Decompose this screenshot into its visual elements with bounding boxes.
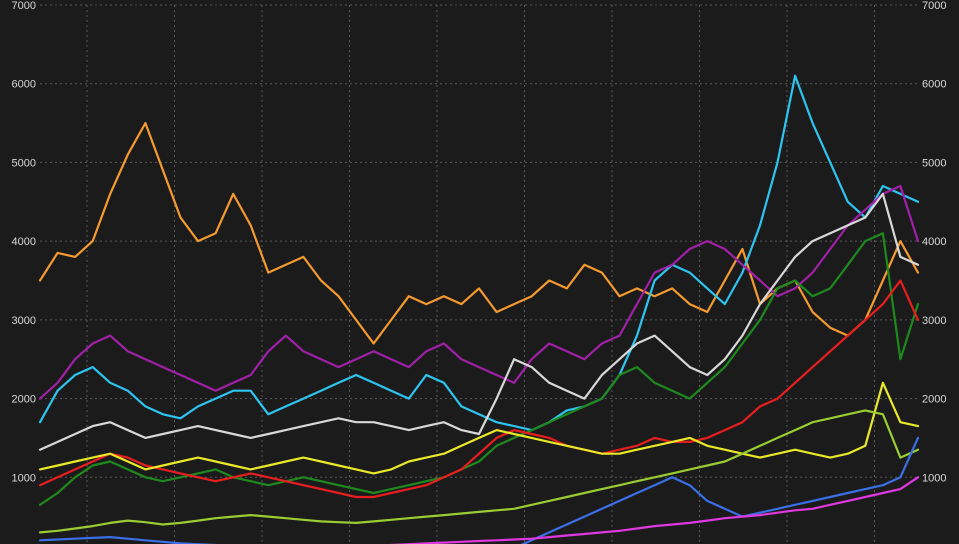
y-tick-label-left: 5000 (12, 157, 36, 169)
grid (40, 4, 918, 544)
y-tick-label-right: 5000 (922, 157, 946, 169)
series-line-10 (388, 476, 920, 544)
y-tick-label-right: 6000 (922, 79, 946, 91)
y-axis-ticks: 1000 1000 2000 2000 3000 3000 4000 4000 5000 5000… (12, 0, 947, 484)
y-tick-label-left: 7000 (12, 0, 36, 12)
series-line-3 (38, 184, 920, 400)
series-line-1 (38, 122, 920, 345)
y-tick-label-left: 3000 (12, 315, 36, 327)
y-tick-label-left: 1000 (12, 472, 36, 484)
y-tick-label-right: 7000 (922, 0, 946, 12)
series-line-6 (38, 279, 920, 499)
y-tick-label-left: 2000 (12, 394, 36, 406)
y-tick-label-right: 3000 (922, 315, 946, 327)
y-tick-label-right: 2000 (922, 394, 946, 406)
series-lines (38, 74, 920, 544)
series-line-8 (38, 409, 920, 534)
series-line-2 (38, 74, 920, 432)
series-line-5 (38, 232, 920, 506)
y-tick-label-right: 1000 (922, 472, 946, 484)
series-line-7 (38, 381, 920, 475)
y-tick-label-left: 4000 (12, 236, 36, 248)
series-line-4 (38, 192, 920, 451)
y-tick-label-right: 4000 (922, 236, 946, 248)
y-tick-label-left: 6000 (12, 79, 36, 91)
